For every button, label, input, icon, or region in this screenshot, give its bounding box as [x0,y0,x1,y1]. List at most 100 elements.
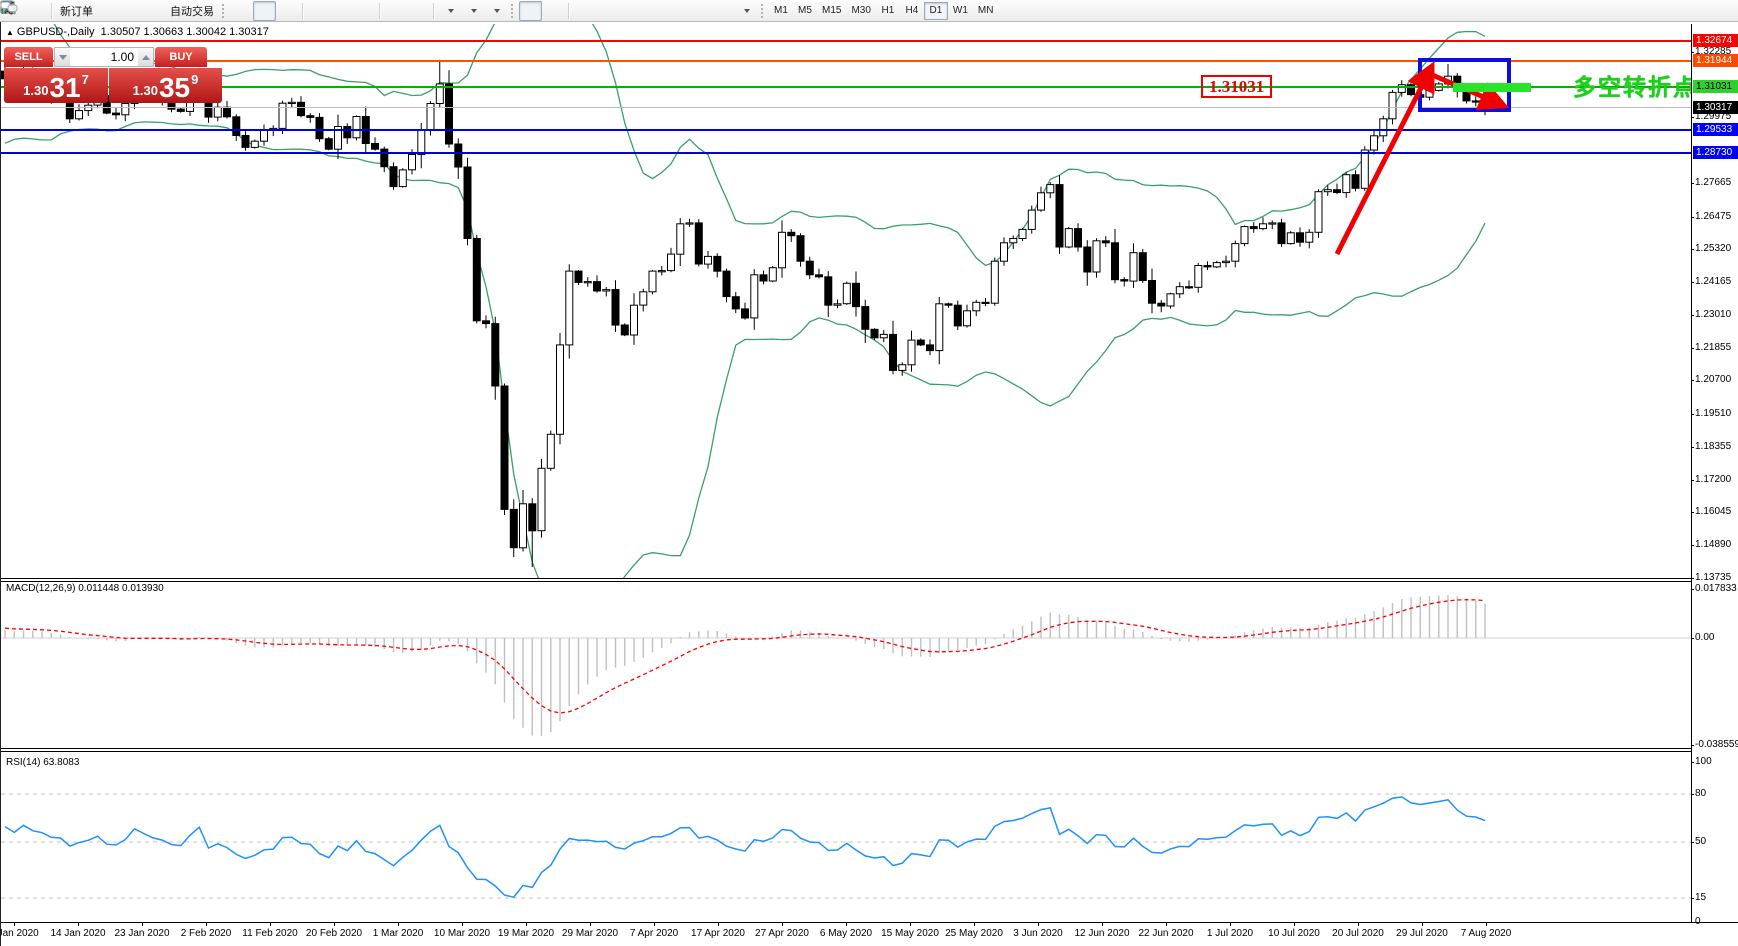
date-tick-mark [782,923,783,926]
date-axis[interactable]: 5 Jan 2020 14 Jan 2020 23 Jan 2020 2 Feb 20… [0,922,1738,946]
navigator-icon[interactable] [1,0,120,21]
symbol-period: GBPUSD-,Daily [16,26,95,38]
market-watch-icon[interactable] [0,1,48,21]
search-icon[interactable] [1,0,1699,21]
horizontal-level-line[interactable] [1,39,1691,42]
date-tick-label: 20 Jul 2020 [1332,928,1384,939]
tf-button-M30[interactable]: M30 [851,5,871,16]
horizontal-line-icon[interactable] [1,1,619,21]
buy-button[interactable]: BUY [155,47,207,67]
date-tick-label: 11 Feb 2020 [242,928,298,939]
tf-button-MN[interactable]: MN [977,5,994,16]
price-badge: 1.32674 [1693,33,1738,47]
vertical-line-icon[interactable] [4,1,596,21]
price-tick-label: 1.20700 [1690,374,1732,386]
chart-title: ▲ GBPUSD-,Daily 1.30507 1.30663 1.30042 1… [6,26,269,38]
chart-shift-icon[interactable] [1,1,430,21]
tile-windows-icon[interactable] [0,1,376,21]
volume-decrease-button[interactable] [55,48,70,66]
chevron-down-icon [493,8,500,13]
date-tick-label: 22 Jun 2020 [1138,928,1194,939]
toolbar-grip [761,3,766,18]
rsi-pane[interactable] [1,752,1691,922]
horizontal-level-line[interactable] [1,128,1691,131]
price-badge: 1.31944 [1693,54,1738,68]
date-tick-label: 23 Jan 2020 [114,928,170,939]
tf-button-D1[interactable]: D1 [923,1,948,20]
cursor-icon[interactable] [3,0,542,21]
chart-window: 1.31031 多空转折点 ▲ GBPUSD-,Daily 1.30507 1.3… [0,22,1738,946]
autotrading-label: 自动交易 [170,5,214,18]
rsi-axis-label: 100 [1691,756,1712,767]
candlestick-icon[interactable] [2,0,276,21]
price-tick-label: 1.21855 [1690,341,1732,353]
pane-separator[interactable] [1,748,1691,752]
tf-button-H1[interactable]: H1 [881,5,895,16]
periods-button[interactable] [1,1,484,21]
buy-price[interactable]: 1.30 35 9 [109,68,222,103]
date-tick-mark [1422,923,1423,926]
trendline-icon[interactable] [1,1,642,21]
tf-button-M5[interactable]: M5 [798,5,812,16]
pane-separator[interactable] [1,578,1691,582]
horizontal-level-line[interactable] [1,107,1691,108]
toolbar-grip [222,3,227,18]
price-badge: 1.29533 [1693,122,1738,136]
terminal-icon[interactable] [1,1,143,21]
ohlc-values: 1.30507 1.30663 1.30042 1.30317 [100,26,269,38]
one-click-trading-panel: SELL 1.00 BUY 1.30 31 7 1.30 35 9 [4,47,222,103]
toolbar-separator [302,2,304,19]
auto-scroll-icon[interactable] [1,1,407,21]
label-icon[interactable]: T [1,1,734,21]
price-axis[interactable]: 1.32285 1.29975 1.27665 1.26475 1.25320 1.241… [1690,24,1738,927]
bar-chart-icon[interactable] [1,1,253,21]
date-tick-mark [206,923,207,926]
support-highlight-bar[interactable] [1453,83,1531,92]
fibonacci-icon[interactable]: F [1,1,688,21]
price-badge: 1.31031 [1693,80,1738,94]
date-tick-mark [142,923,143,926]
community-icon[interactable] [0,1,1728,21]
horizontal-level-line[interactable] [1,86,1691,89]
date-tick-label: 27 Apr 2020 [755,928,809,939]
date-tick-label: 7 Apr 2020 [629,928,679,939]
tf-button-H4[interactable]: H4 [905,5,919,16]
sell-button[interactable]: SELL [4,47,53,67]
line-chart-icon[interactable] [0,1,299,21]
zoom-out-icon[interactable] [1,1,353,21]
main-chart-pane[interactable] [1,24,1691,578]
macd-label: MACD(12,26,9) 0.011448 0.013930 [6,583,164,594]
new-order-button[interactable]: 新订单 [1,0,97,21]
horizontal-level-line[interactable] [1,60,1691,63]
volume-control: 1.00 [54,47,154,67]
price-level-callout[interactable]: 1.31031 [1201,75,1273,98]
macd-pane[interactable] [1,582,1691,748]
tf-button-W1[interactable]: W1 [952,5,968,16]
horizontal-level-line[interactable] [1,151,1691,154]
channel-icon[interactable]: E [0,1,665,21]
price-tick-label: 1.26475 [1690,210,1732,222]
signals-icon[interactable] [1,1,166,21]
volume-value[interactable]: 1.00 [70,48,138,66]
templates-button[interactable] [0,1,507,21]
turning-point-annotation[interactable]: 多空转折点 [1573,75,1698,100]
tf-button-M1[interactable]: M1 [774,5,788,16]
crosshair-icon[interactable] [1,1,565,21]
macd-axis-label: -0.038559 [1690,739,1738,750]
shapes-icon[interactable] [2,1,757,21]
date-tick-label: 12 Jun 2020 [1074,928,1130,939]
zoom-in-icon[interactable] [1,1,330,21]
date-tick-label: 19 Mar 2020 [497,928,555,939]
tf-button-M15[interactable]: M15 [822,5,842,16]
price-tick-label: 1.13735 [1690,571,1732,583]
volume-increase-button[interactable] [138,48,153,66]
date-tick-mark [334,923,335,926]
date-tick-mark [654,923,655,926]
autotrading-button[interactable]: 自动交易 [1,1,218,21]
date-tick-mark [1230,923,1231,926]
new-chart-button[interactable] [0,1,461,21]
rsi-axis-label: 50 [1690,836,1707,847]
sell-price[interactable]: 1.30 31 7 [4,68,108,103]
text-icon[interactable]: A [3,1,711,21]
